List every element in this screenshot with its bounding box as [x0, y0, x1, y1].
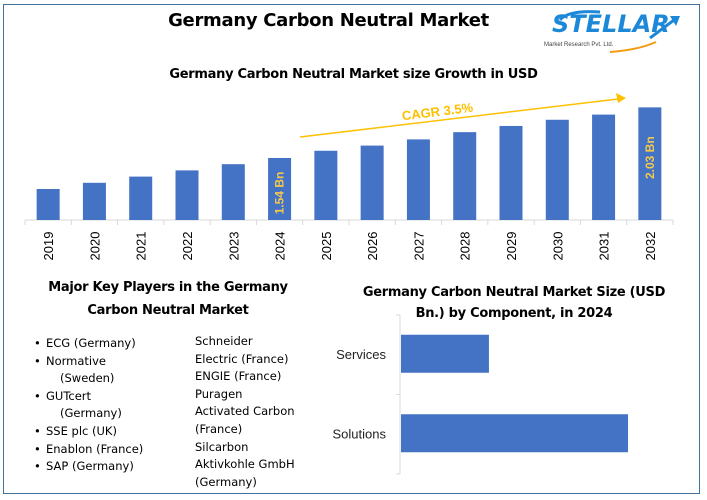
component-chart-title: Germany Carbon Neutral Market Size (USD …: [345, 282, 683, 324]
x-tick-label: 2019: [41, 232, 56, 261]
growth-chart-title: Germany Carbon Neutral Market size Growt…: [169, 67, 538, 82]
x-tick-label: 2020: [87, 232, 102, 261]
logo-swoosh-icon: [558, 10, 680, 53]
bar-2022: [175, 170, 199, 220]
component-title-line-1: Germany Carbon Neutral Market Size (USD: [362, 285, 666, 300]
bar-2026: [360, 145, 384, 220]
x-tick-label: 2030: [550, 232, 565, 261]
cagr-label: CAGR 3.5%: [401, 100, 474, 124]
bar-2032: [638, 107, 662, 220]
bar-2028: [453, 132, 477, 220]
player-name: ECG (Germany): [46, 336, 136, 350]
player-line: Schneider: [195, 334, 253, 348]
player-line: Silcarbon: [195, 439, 249, 454]
player-name: SAP (Germany): [46, 459, 134, 474]
bullet-icon: •: [34, 459, 41, 474]
data-label: 1.54 Bn: [273, 172, 287, 215]
player-line: Activated Carbon: [195, 404, 295, 419]
bar-2019: [36, 189, 60, 220]
players-title-line-1: Major Key Players in the Germany: [48, 280, 288, 295]
bar-2024: [268, 158, 292, 220]
player-item: • Normative (Sweden): [32, 353, 192, 388]
bar-2023: [221, 164, 245, 220]
x-tick-label: 2026: [365, 232, 380, 261]
bar-2020: [82, 182, 106, 220]
player-name: GUTcert: [46, 388, 92, 403]
player-item: • Enablon (France): [32, 441, 192, 459]
player-country: (Sweden): [60, 371, 115, 386]
players-title: Major Key Players in the Germany Carbon …: [20, 276, 316, 322]
x-tick-label: 2021: [134, 232, 149, 261]
bar-2027: [406, 139, 430, 220]
players-list-left: • ECG (Germany) • Normative (Sweden) • G…: [32, 335, 192, 476]
player-line: ENGIE (France): [195, 369, 282, 384]
x-tick-label: 2027: [411, 232, 426, 261]
x-tick-label: 2028: [458, 232, 473, 261]
x-tick-label: 2025: [319, 232, 334, 261]
player-name: Enablon (France): [46, 441, 144, 456]
bullet-icon: •: [34, 388, 41, 403]
player-item: • ECG (Germany): [32, 335, 192, 353]
data-label: 2.03 Bn: [643, 136, 657, 179]
x-tick-label: 2023: [226, 232, 241, 261]
bullet-icon: •: [34, 353, 41, 368]
logo-wordmark: STELLAR: [552, 10, 670, 38]
player-line: Aktivkohle GmbH: [195, 457, 295, 472]
arrow-head-icon: [616, 93, 626, 103]
x-tick-label: 2022: [180, 232, 195, 261]
stellar-logo: STELLAR Market Research Pvt. Ltd.: [538, 8, 688, 54]
bullet-icon: •: [34, 423, 41, 438]
x-tick-label: 2032: [643, 232, 658, 261]
bar-2031: [592, 114, 616, 220]
x-tick-label: 2024: [273, 232, 288, 261]
bar-2029: [499, 125, 523, 220]
x-tick-label: 2031: [597, 232, 612, 261]
player-item: • GUTcert (Germany): [32, 388, 192, 423]
player-name: SSE plc (UK): [46, 423, 117, 438]
player-item: • SAP (Germany): [32, 458, 192, 476]
bullet-icon: •: [34, 441, 41, 456]
players-list-right: Schneider Electric (France) ENGIE (Franc…: [195, 333, 315, 491]
player-line: (France): [195, 421, 243, 436]
player-name: Normative: [46, 353, 106, 368]
player-line: Electric (France): [195, 351, 289, 366]
player-line: (Germany): [195, 474, 257, 489]
x-tick-label: 2029: [504, 232, 519, 261]
growth-bar-chart: 2019 2020 2021 2022 2023 2024 2025 2026 2027 2028…: [24, 93, 674, 261]
player-item: • SSE plc (UK): [32, 423, 192, 441]
logo-tagline: Market Research Pvt. Ltd.: [544, 42, 614, 48]
bar-2025: [314, 150, 338, 220]
player-line: Puragen: [195, 386, 243, 401]
bullet-icon: •: [34, 336, 41, 350]
bar-2021: [129, 176, 153, 220]
cagr-arrow-line: [299, 98, 619, 138]
players-title-line-2: Carbon Neutral Market: [87, 303, 249, 318]
player-country: (Germany): [60, 406, 122, 421]
bar-2030: [545, 119, 569, 220]
page-title: Germany Carbon Neutral Market: [168, 10, 489, 31]
component-title-line-2: Bn.) by Component, in 2024: [415, 306, 613, 321]
infographic-frame: [3, 4, 700, 494]
